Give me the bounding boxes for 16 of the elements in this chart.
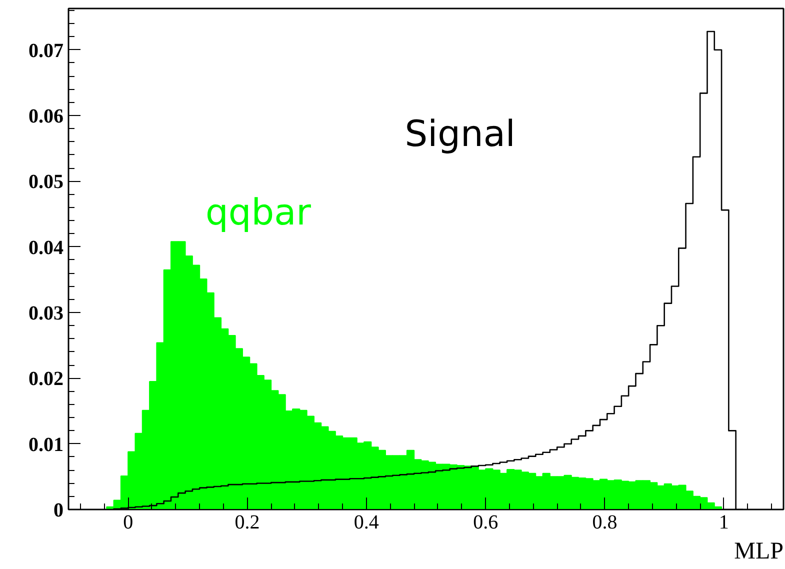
x-tick-label: 0.6 xyxy=(473,512,498,534)
y-tick-label: 0.02 xyxy=(28,368,64,390)
y-tick-label: 0.06 xyxy=(28,106,64,128)
y-tick-label: 0.04 xyxy=(28,236,64,259)
y-tick-label: 0.01 xyxy=(28,434,64,456)
series-label: qqbar xyxy=(206,192,312,234)
x-tick-label: 1 xyxy=(718,512,729,534)
x-tick-label: 0.4 xyxy=(354,512,379,534)
y-tick-label: 0.03 xyxy=(28,302,64,325)
y-tick-label: 0.07 xyxy=(28,40,64,62)
text: Signal xyxy=(404,114,516,155)
x-axis-title: MLP xyxy=(734,538,784,564)
x-tick-label: 0.2 xyxy=(234,512,260,534)
x-tick-label: 0 xyxy=(123,512,134,534)
y-tick-label: 0.05 xyxy=(28,171,64,194)
x-tick-label: 0.8 xyxy=(592,512,618,534)
